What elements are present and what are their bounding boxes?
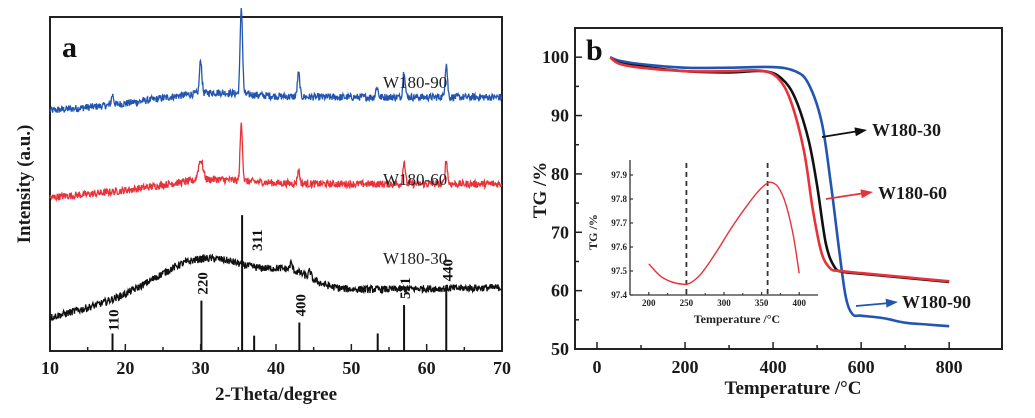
annotation-arrow-head	[854, 127, 867, 137]
tg-curve-w180-90	[609, 55, 950, 328]
annotation-arrow-head	[860, 189, 873, 199]
tg-curve-w180-60	[609, 56, 950, 283]
inset-x-tick-label: 200	[642, 298, 656, 308]
inset-x-tick-label: 250	[680, 298, 694, 308]
hkl-label-311: 311	[250, 229, 266, 251]
y-tick-label: 70	[551, 222, 569, 242]
x-tick-label: 10	[41, 358, 59, 378]
hkl-label-511: 511	[398, 277, 414, 299]
annotation-arrow-head	[885, 298, 898, 308]
panel-b-inset-chart: 200 250 300 350 40097.497.597.697.797.897.9 …	[586, 160, 818, 326]
y-tick-label: 90	[551, 106, 569, 126]
panel-b-label: b	[586, 34, 603, 67]
inset-y-tick-label: 97.4	[611, 290, 627, 300]
annotation-label-w180-30: W180-30	[872, 120, 941, 140]
inset-axes: 200 250 300 350 400 97.4 97.5 97.6 97.7 97.8 97.9	[611, 160, 818, 308]
panel-a-series-group	[49, 7, 503, 322]
x-tick-label: 60	[418, 358, 436, 378]
y-tick-label: 80	[551, 164, 569, 184]
x-tick-label: 0	[593, 357, 602, 377]
x-tick-label: 200	[672, 357, 699, 377]
inset-y-tick-label: 97.8	[611, 194, 627, 204]
x-tick-label: 40	[267, 358, 285, 378]
inset-x-tick-label: 400	[792, 298, 806, 308]
panel-b-x-axis-title: Temperature /°C	[725, 378, 862, 399]
x-tick-label: 20	[116, 358, 134, 378]
panel-b-series-group	[609, 55, 950, 328]
panel-a-label-w180-90: W180-90	[383, 73, 447, 92]
y-tick-label: 60	[551, 281, 569, 301]
series-line-w180-30	[49, 253, 502, 322]
y-tick-label: 50	[551, 339, 569, 359]
x-tick-label: 400	[760, 357, 787, 377]
inset-series-group	[648, 163, 800, 295]
annotation-arrow-line	[825, 192, 866, 200]
inset-y-tick-label: 97.9	[611, 170, 627, 180]
series-line-w180-60	[49, 122, 503, 203]
panel-a-x-axis-title: 2-Theta/degree	[215, 384, 337, 405]
hkl-label-220: 220	[195, 272, 211, 295]
panel-a-label: a	[62, 31, 77, 64]
x-tick-label: 50	[342, 358, 360, 378]
panel-a-x-axis: 10 20 30 40 50 60 70	[41, 344, 511, 378]
panel-b-annotations: W180-30 W180-60 W180-90	[821, 120, 971, 312]
y-tick-label: 100	[542, 47, 569, 67]
panel-a-y-axis-title: Intensity (a.u.)	[14, 125, 35, 244]
tg-curve-w180-30	[609, 56, 950, 284]
x-tick-label: 800	[936, 357, 963, 377]
annotation-label-w180-60: W180-60	[878, 183, 947, 203]
panel-b-frame	[574, 27, 1003, 350]
annotation-arrow-line	[855, 302, 891, 307]
inset-y-tick-label: 97.7	[611, 218, 627, 228]
x-tick-label: 30	[192, 358, 210, 378]
panel-b-axes: 0 200 400 600 800 50 60 70 80 90 100	[542, 47, 963, 377]
panel-a-label-w180-60: W180-60	[383, 170, 447, 189]
hkl-label-400: 400	[293, 294, 309, 317]
panel-a-reference-pattern: 110 220 311 400 511 440	[107, 215, 456, 351]
inset-curve	[648, 181, 800, 286]
series-line-w180-90	[49, 7, 503, 114]
inset-y-tick-label: 97.6	[611, 242, 627, 252]
inset-x-axis-title: Temperature /°C	[694, 312, 780, 326]
x-tick-label: 70	[493, 358, 511, 378]
hkl-label-440: 440	[440, 259, 456, 282]
panel-b-y-axis-title: TG /%	[530, 162, 551, 218]
annotation-label-w180-90: W180-90	[902, 292, 971, 312]
inset-y-axis-title: TG /%	[586, 214, 600, 250]
x-tick-label: 600	[848, 357, 875, 377]
hkl-label-110: 110	[107, 309, 123, 331]
panel-a-label-w180-30: W180-30	[383, 249, 447, 268]
panel-a-xrd-chart: a 110 220 311 400 511 440 10 20 30 40 50 60 70 2-Th…	[14, 7, 511, 405]
inset-x-tick-label: 350	[755, 298, 769, 308]
inset-y-tick-label: 97.5	[611, 266, 627, 276]
annotation-arrow-line	[821, 130, 860, 138]
inset-x-tick-label: 300	[717, 298, 731, 308]
